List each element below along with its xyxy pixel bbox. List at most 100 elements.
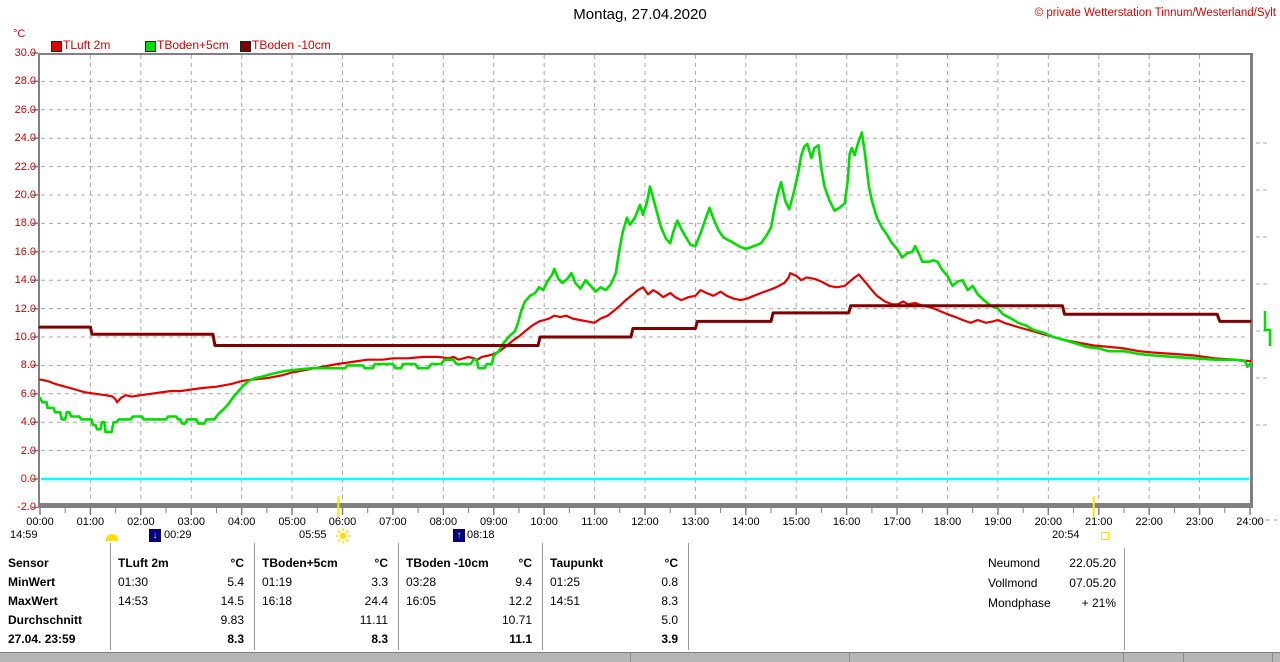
x-axis-label: 03:00 xyxy=(177,516,206,528)
x-axis-label: 22:00 xyxy=(1135,516,1163,528)
mondphase-value: + 21% xyxy=(1081,596,1116,610)
table-corner-label: Sensor xyxy=(8,556,49,570)
max-time: 16:18 xyxy=(262,594,293,608)
min-value: 9.4 xyxy=(515,575,532,589)
col-header: TLuft 2m xyxy=(118,556,169,570)
y-axis-label: 10.0 xyxy=(14,331,36,343)
table-divider xyxy=(398,543,399,650)
moonset-icon: ↓ xyxy=(149,529,161,542)
min-time: 01:19 xyxy=(262,575,293,589)
series-tboden+5cm xyxy=(38,131,1252,434)
x-axis-label: 15:00 xyxy=(782,516,811,528)
sunset-icon xyxy=(1101,532,1109,540)
vollmond-value: 07.05.20 xyxy=(1069,576,1116,590)
max-value: 12.2 xyxy=(508,594,532,608)
x-axis-label: 21:00 xyxy=(1084,516,1113,528)
neumond-label: Neumond xyxy=(988,556,1041,570)
x-axis-label: 19:00 xyxy=(984,516,1012,528)
avg-value: 10.71 xyxy=(501,613,532,627)
bottom-scrollbar[interactable] xyxy=(0,652,1280,662)
x-axis-label: 11:00 xyxy=(581,516,608,528)
neumond-value: 22.05.20 xyxy=(1069,556,1116,570)
x-axis-label: 01:00 xyxy=(76,516,105,528)
row-label-lastvalue: 27.04. 23:59 xyxy=(8,632,76,646)
min-time: 01:30 xyxy=(118,575,149,589)
x-axis-label: 08:00 xyxy=(429,516,458,528)
legend-swatch-tboden10 xyxy=(240,41,251,52)
legend-swatch-tboden5 xyxy=(145,41,156,52)
x-axis-label: 09:00 xyxy=(479,516,508,528)
y-axis-unit: °C xyxy=(13,28,26,40)
last-value: 3.9 xyxy=(661,632,678,646)
min-time: 03:28 xyxy=(406,575,437,589)
y-axis-label: 28.0 xyxy=(14,75,36,88)
sunrise-time: 05:55 xyxy=(299,529,327,541)
last-value: 8.3 xyxy=(371,632,388,646)
y-axis-label: 24.0 xyxy=(14,132,36,145)
col-unit: °C xyxy=(230,556,244,570)
max-time: 14:51 xyxy=(550,594,581,608)
x-axis-label: 18:00 xyxy=(933,516,962,528)
x-axis-label: 06:00 xyxy=(328,516,357,528)
max-time: 14:53 xyxy=(118,594,149,608)
min-value: 3.3 xyxy=(371,575,388,589)
y-axis-label: 0.0 xyxy=(20,473,36,485)
x-axis-label: 14:00 xyxy=(732,516,760,528)
copyright-text: © private Wetterstation Tinnum/Westerlan… xyxy=(1034,7,1276,19)
y-axis-label: 20.0 xyxy=(14,189,36,201)
max-value: 14.5 xyxy=(220,594,244,608)
legend-label-tluft: TLuft 2m xyxy=(63,38,111,52)
y-axis-label: 30.0 xyxy=(14,47,36,59)
plot-frame-right xyxy=(1250,53,1253,508)
table-divider xyxy=(254,543,255,650)
col-header: TBoden -10cm xyxy=(406,556,489,570)
y-axis-label: 6.0 xyxy=(20,387,36,400)
moonrise-icon: ↑ xyxy=(453,529,465,542)
x-axis-label: 00:00 xyxy=(26,516,54,528)
y-axis-label: 4.0 xyxy=(20,416,36,429)
plot-frame-top xyxy=(38,53,1253,55)
min-value: 5.4 xyxy=(227,575,244,589)
page-title: Montag, 27.04.2020 xyxy=(573,6,707,23)
table-divider xyxy=(688,543,689,650)
plot-frame-left xyxy=(38,53,40,508)
max-value: 8.3 xyxy=(661,594,678,608)
plot-frame-bottom xyxy=(38,503,1253,508)
moon-icon xyxy=(106,534,118,541)
x-axis-label: 13:00 xyxy=(681,516,710,528)
x-axis-label: 17:00 xyxy=(883,516,911,528)
x-axis-label: 04:00 xyxy=(227,516,256,528)
scrollbar-separator xyxy=(849,653,850,662)
sunset-time: 20:54 xyxy=(1052,529,1080,541)
col-header: Taupunkt xyxy=(550,556,604,570)
mondphase-label: Mondphase xyxy=(988,596,1051,610)
col-header: TBoden+5cm xyxy=(262,556,338,570)
row-label-durchschnitt: Durchschnitt xyxy=(8,613,83,627)
scrollbar-separator xyxy=(1183,653,1184,662)
avg-value: 5.0 xyxy=(661,613,678,627)
y-axis-label: 18.0 xyxy=(14,217,36,230)
sun-icon xyxy=(335,528,351,544)
x-axis-label: 12:00 xyxy=(631,516,659,528)
current-value-marker xyxy=(1263,311,1272,346)
y-axis-label: 8.0 xyxy=(20,359,36,372)
col-unit: °C xyxy=(374,556,388,570)
avg-value: 11.11 xyxy=(359,613,388,627)
last-value: 11.1 xyxy=(509,632,532,646)
legend-swatch-tluft xyxy=(51,41,62,52)
y-axis-label: 26.0 xyxy=(14,103,36,116)
y-axis-label: 2.0 xyxy=(20,444,36,457)
moonset-time: 00:29 xyxy=(164,529,192,541)
avg-value: 9.83 xyxy=(220,613,244,627)
y-axis-label: 12.0 xyxy=(14,302,36,315)
max-value: 24.4 xyxy=(364,594,388,608)
legend-label-tboden5: TBoden+5cm xyxy=(157,38,229,52)
vollmond-label: Vollmond xyxy=(988,576,1038,590)
table-divider xyxy=(110,543,111,650)
table-divider xyxy=(542,543,543,650)
x-axis-label: 05:00 xyxy=(278,516,306,528)
x-axis-label: 23:00 xyxy=(1185,516,1214,528)
min-time: 01:25 xyxy=(550,575,581,589)
